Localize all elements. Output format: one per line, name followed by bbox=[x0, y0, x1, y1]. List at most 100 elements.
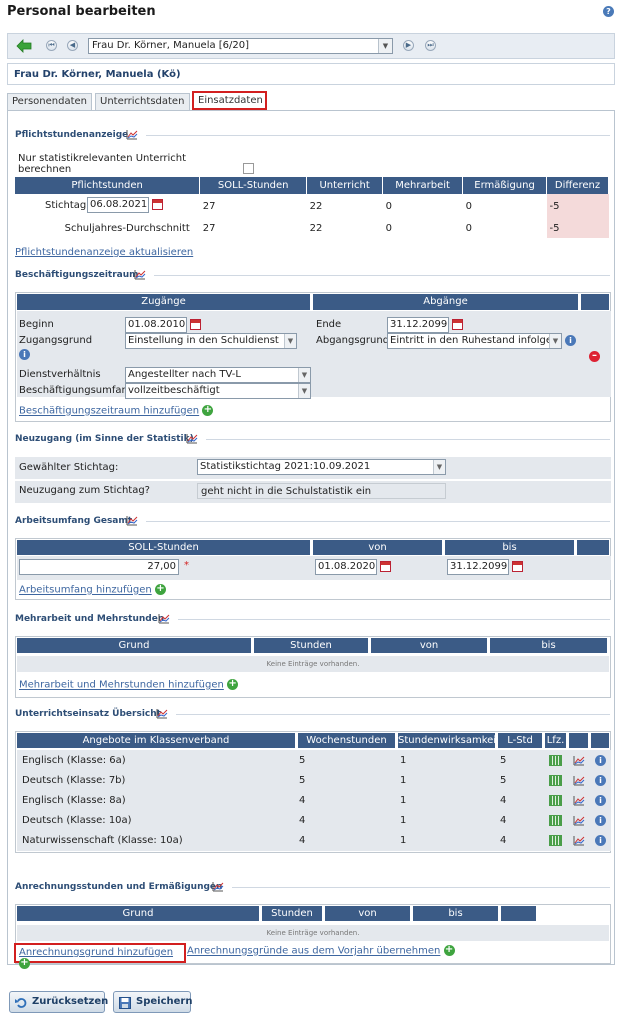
record-navigation-bar: ⏮ ◀ Frau Dr. Körner, Manuela [6/20] ▼ ▶ … bbox=[7, 33, 615, 59]
section-title-anrechnung: Anrechnungsstunden und Ermäßigungen bbox=[15, 882, 223, 892]
back-arrow-icon[interactable] bbox=[16, 39, 32, 53]
chart-icon[interactable] bbox=[573, 755, 585, 766]
info-icon[interactable]: i bbox=[19, 349, 30, 360]
column-header bbox=[581, 294, 610, 310]
chevron-down-icon[interactable]: ▼ bbox=[378, 39, 392, 53]
chart-icon[interactable] bbox=[573, 775, 585, 786]
schedule-grid-icon[interactable] bbox=[549, 815, 562, 826]
add-beschaeftigung-action[interactable]: Beschäftigungszeitraum hinzufügen + bbox=[19, 404, 214, 417]
add-arbeitsumfang-link[interactable]: Arbeitsumfang hinzufügen bbox=[19, 584, 152, 596]
abgaenge-header: Abgänge bbox=[313, 294, 579, 310]
info-icon[interactable]: i bbox=[595, 795, 606, 806]
chart-icon[interactable] bbox=[186, 433, 198, 444]
beginn-date-input[interactable]: 01.08.2010 bbox=[125, 317, 187, 333]
soll-stunden-input[interactable]: 27,00 bbox=[19, 559, 179, 575]
l-std-cell: 5 bbox=[500, 775, 507, 786]
save-button[interactable]: Speichern bbox=[113, 991, 192, 1013]
add-icon[interactable]: + bbox=[202, 404, 214, 416]
statistics-checkbox[interactable] bbox=[243, 163, 254, 174]
add-icon[interactable]: + bbox=[227, 678, 239, 690]
tab-unterrichtsdaten[interactable]: Unterrichtsdaten bbox=[95, 93, 190, 111]
abgangsgrund-select[interactable]: Eintritt in den Ruhestand infolge ▼ bbox=[387, 333, 562, 349]
l-std-cell: 5 bbox=[500, 755, 507, 766]
refresh-pflichtstunden-link[interactable]: Pflichtstundenanzeige aktualisieren bbox=[15, 247, 194, 258]
help-icon[interactable]: ? bbox=[603, 6, 614, 17]
calendar-icon[interactable] bbox=[190, 319, 201, 330]
tab-einsatzdaten[interactable]: Einsatzdaten bbox=[192, 91, 267, 110]
tab-personendaten[interactable]: Personendaten bbox=[7, 93, 92, 111]
add-mehrarbeit-link[interactable]: Mehrarbeit und Mehrstunden hinzufügen bbox=[19, 679, 224, 691]
wirksamkeit-cell: 1 bbox=[400, 775, 407, 786]
arbeitsumfang-box: SOLL-Stunden von bis 27,00 * 01.08.2020 … bbox=[15, 538, 611, 600]
save-icon bbox=[119, 997, 131, 1009]
chevron-down-icon[interactable]: ▼ bbox=[298, 368, 310, 382]
column-header: Grund bbox=[17, 638, 252, 653]
info-icon[interactable]: i bbox=[565, 335, 576, 346]
rows-background bbox=[17, 750, 611, 851]
von-date-input[interactable]: 01.08.2020 bbox=[315, 559, 377, 575]
add-icon[interactable]: + bbox=[154, 583, 166, 595]
calendar-icon[interactable] bbox=[452, 319, 463, 330]
chart-icon[interactable] bbox=[126, 129, 138, 140]
first-record-icon[interactable]: ⏮ bbox=[46, 40, 57, 51]
schedule-grid-icon[interactable] bbox=[549, 775, 562, 786]
column-header bbox=[569, 733, 589, 748]
schedule-grid-icon[interactable] bbox=[549, 835, 562, 846]
divider bbox=[154, 275, 610, 276]
add-mehrarbeit-action[interactable]: Mehrarbeit und Mehrstunden hinzufügen + bbox=[19, 678, 239, 691]
previous-record-icon[interactable]: ◀ bbox=[67, 40, 78, 51]
remove-icon[interactable]: – bbox=[589, 351, 600, 362]
beschaeftigungsumfang-value: vollzeitbeschäftigt bbox=[128, 385, 220, 396]
chart-icon[interactable] bbox=[126, 515, 138, 526]
wochenstunden-cell: 4 bbox=[299, 835, 306, 846]
chevron-down-icon[interactable]: ▼ bbox=[284, 334, 296, 348]
next-record-icon[interactable]: ▶ bbox=[403, 40, 414, 51]
chart-icon[interactable] bbox=[156, 708, 168, 719]
copy-anrechnung-action[interactable]: Anrechnungsgründe aus dem Vorjahr überne… bbox=[187, 945, 455, 957]
info-icon[interactable]: i bbox=[595, 835, 606, 846]
schedule-grid-icon[interactable] bbox=[549, 795, 562, 806]
wochenstunden-cell: 5 bbox=[299, 755, 306, 766]
add-arbeitsumfang-action[interactable]: Arbeitsumfang hinzufügen + bbox=[19, 584, 166, 596]
ende-date-input[interactable]: 31.12.2099 bbox=[387, 317, 449, 333]
chart-icon[interactable] bbox=[573, 835, 585, 846]
chart-icon[interactable] bbox=[158, 613, 170, 624]
info-icon[interactable]: i bbox=[595, 815, 606, 826]
add-anrechnung-action[interactable]: Anrechnungsgrund hinzufügen + bbox=[14, 943, 186, 969]
chart-icon[interactable] bbox=[134, 269, 146, 280]
chart-icon[interactable] bbox=[573, 815, 585, 826]
chevron-down-icon[interactable]: ▼ bbox=[433, 460, 445, 474]
wochenstunden-cell: 5 bbox=[299, 775, 306, 786]
reset-button[interactable]: Zurücksetzen bbox=[9, 991, 108, 1013]
schedule-grid-icon[interactable] bbox=[549, 755, 562, 766]
add-icon[interactable]: + bbox=[19, 957, 30, 969]
beschaeftigungsumfang-select[interactable]: vollzeitbeschäftigt ▼ bbox=[125, 383, 311, 399]
info-icon[interactable]: i bbox=[595, 755, 606, 766]
wirksamkeit-cell: 1 bbox=[400, 815, 407, 826]
stichtag-date-input[interactable]: 06.08.2021 bbox=[87, 197, 149, 213]
last-record-icon[interactable]: ⏭ bbox=[425, 40, 436, 51]
calendar-icon[interactable] bbox=[152, 199, 163, 210]
undo-icon bbox=[15, 998, 27, 1008]
info-icon[interactable]: i bbox=[595, 775, 606, 786]
copy-anrechnung-link[interactable]: Anrechnungsgründe aus dem Vorjahr überne… bbox=[187, 945, 441, 957]
bis-date-input[interactable]: 31.12.2099 bbox=[447, 559, 509, 575]
beginn-label: Beginn bbox=[19, 319, 54, 330]
column-header bbox=[577, 540, 610, 555]
unterricht-value: 22 bbox=[309, 200, 323, 212]
chart-icon[interactable] bbox=[573, 795, 585, 806]
calendar-icon[interactable] bbox=[380, 561, 391, 572]
ende-label: Ende bbox=[316, 319, 342, 330]
chevron-down-icon[interactable]: ▼ bbox=[298, 384, 310, 398]
add-anrechnung-link[interactable]: Anrechnungsgrund hinzufügen bbox=[19, 947, 174, 958]
unterricht-value: 22 bbox=[309, 222, 323, 234]
chevron-down-icon[interactable]: ▼ bbox=[549, 334, 561, 348]
calendar-icon[interactable] bbox=[512, 561, 523, 572]
zugangsgrund-select[interactable]: Einstellung in den Schuldienst ▼ bbox=[125, 333, 297, 349]
chart-icon[interactable] bbox=[212, 881, 224, 892]
add-icon[interactable]: + bbox=[443, 944, 455, 956]
statistik-stichtag-select[interactable]: Statistikstichtag 2021:10.09.2021 ▼ bbox=[197, 459, 446, 475]
add-beschaeftigung-link[interactable]: Beschäftigungszeitraum hinzufügen bbox=[19, 405, 200, 417]
dienstverhaeltnis-select[interactable]: Angestellter nach TV-L ▼ bbox=[125, 367, 311, 383]
person-select[interactable]: Frau Dr. Körner, Manuela [6/20] ▼ bbox=[88, 38, 393, 54]
